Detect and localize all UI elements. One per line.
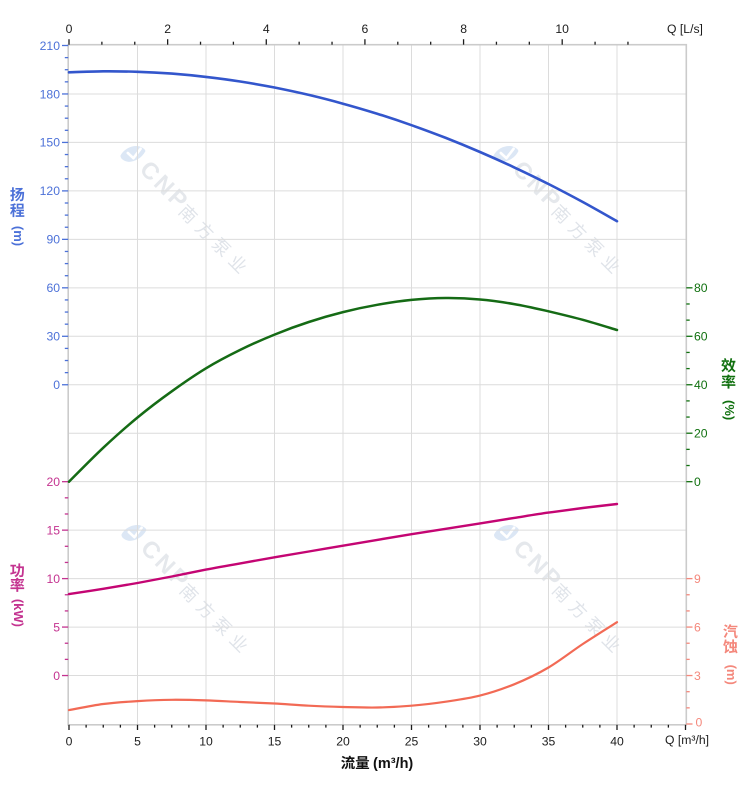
svg-text:120: 120 [40, 184, 61, 198]
svg-text:15: 15 [46, 523, 60, 537]
svg-text:6: 6 [362, 22, 369, 36]
svg-text:4: 4 [263, 22, 270, 36]
svg-text:10: 10 [199, 735, 213, 749]
svg-text:0: 0 [66, 735, 73, 749]
svg-text:30: 30 [46, 330, 60, 344]
svg-text:20: 20 [694, 427, 708, 441]
svg-text:20: 20 [336, 735, 350, 749]
svg-text:35: 35 [542, 735, 556, 749]
svg-text:Q [L/s]: Q [L/s] [667, 22, 703, 36]
svg-text:0: 0 [696, 716, 703, 730]
svg-text:3: 3 [694, 669, 701, 683]
svg-text:40: 40 [694, 378, 708, 392]
svg-text:8: 8 [460, 22, 467, 36]
svg-text:150: 150 [40, 136, 61, 150]
svg-text:(kW): (kW) [11, 599, 26, 627]
svg-text:60: 60 [46, 281, 60, 295]
svg-text:10: 10 [46, 572, 60, 586]
svg-text:(m³/h): (m³/h) [373, 756, 413, 772]
svg-text:15: 15 [268, 735, 282, 749]
svg-text:60: 60 [694, 330, 708, 344]
svg-text:(m): (m) [11, 226, 26, 246]
svg-text:6: 6 [694, 620, 701, 634]
svg-text:10: 10 [555, 22, 569, 36]
svg-text:0: 0 [53, 378, 60, 392]
svg-text:9: 9 [694, 572, 701, 586]
svg-text:0: 0 [66, 22, 73, 36]
svg-text:Q [m³/h]: Q [m³/h] [665, 733, 709, 747]
svg-text:(m): (m) [724, 665, 739, 685]
svg-text:0: 0 [694, 475, 701, 489]
svg-text:5: 5 [53, 620, 60, 634]
svg-text:210: 210 [40, 39, 61, 53]
svg-text:40: 40 [610, 735, 624, 749]
svg-text:(%): (%) [722, 400, 737, 420]
svg-text:0: 0 [53, 669, 60, 683]
svg-text:180: 180 [40, 87, 61, 101]
svg-text:20: 20 [46, 475, 60, 489]
svg-text:30: 30 [473, 735, 487, 749]
svg-text:90: 90 [46, 233, 60, 247]
svg-text:80: 80 [694, 281, 708, 295]
svg-text:2: 2 [164, 22, 171, 36]
svg-text:5: 5 [134, 735, 141, 749]
svg-text:25: 25 [405, 735, 419, 749]
